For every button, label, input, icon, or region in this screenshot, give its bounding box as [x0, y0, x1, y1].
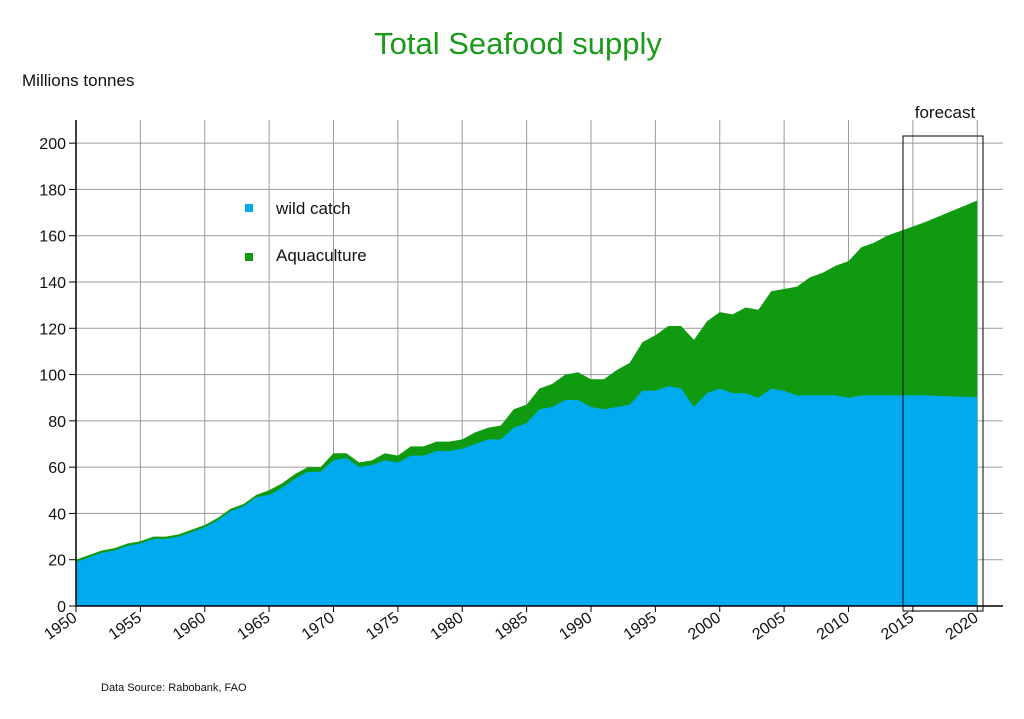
- x-tick-label-1975: 1975: [363, 609, 402, 643]
- x-tick-label-2020: 2020: [943, 609, 982, 643]
- x-tick-label-1990: 1990: [556, 609, 595, 643]
- x-tick-label-1995: 1995: [621, 609, 660, 643]
- areas: [76, 200, 978, 606]
- x-tick-label-1970: 1970: [299, 609, 338, 643]
- legend-label-wild-catch: wild catch: [275, 199, 351, 218]
- x-tick-label-2010: 2010: [814, 609, 853, 643]
- y-tick-label-200: 200: [39, 136, 66, 153]
- y-tick-label-20: 20: [48, 553, 66, 570]
- data-source: Data Source: Rabobank, FAO: [101, 682, 247, 694]
- x-tick-label-1980: 1980: [428, 609, 467, 643]
- x-ticks: 1950 1955 1960 1965 1970 1975 1980 1985 1990 1995…: [41, 606, 982, 644]
- forecast-annotation: forecast: [915, 103, 976, 122]
- y-ticks: 0 20 40 60 80 100 120 140 160 180 200: [39, 136, 76, 616]
- x-tick-label-1985: 1985: [492, 609, 531, 643]
- y-tick-label-40: 40: [48, 506, 66, 523]
- legend-label-aquaculture: Aquaculture: [276, 246, 367, 265]
- y-tick-label-120: 120: [39, 321, 66, 338]
- forecast-box: [902, 135, 984, 612]
- y-tick-label-0: 0: [57, 599, 66, 616]
- y-tick-label-160: 160: [39, 229, 66, 246]
- x-tick-label-2000: 2000: [685, 609, 724, 643]
- y-axis-label: Millions tonnes: [22, 71, 134, 90]
- x-tick-label-1955: 1955: [106, 609, 145, 643]
- y-tick-label-80: 80: [48, 414, 66, 431]
- chart-title: Total Seafood supply: [374, 26, 662, 61]
- y-tick-label-140: 140: [39, 275, 66, 292]
- legend-swatch-aquaculture: [245, 253, 253, 261]
- legend-swatch-wild-catch: [245, 204, 253, 212]
- x-tick-label-1965: 1965: [235, 609, 274, 643]
- y-tick-label-60: 60: [48, 460, 66, 477]
- y-tick-label-100: 100: [39, 368, 66, 385]
- area-series-wild-catch: [76, 386, 978, 606]
- y-tick-label-180: 180: [39, 182, 66, 199]
- x-tick-label-1960: 1960: [170, 609, 209, 643]
- legend: wild catch Aquaculture: [245, 199, 367, 265]
- x-tick-label-2015: 2015: [878, 609, 917, 643]
- x-tick-label-2005: 2005: [750, 609, 789, 643]
